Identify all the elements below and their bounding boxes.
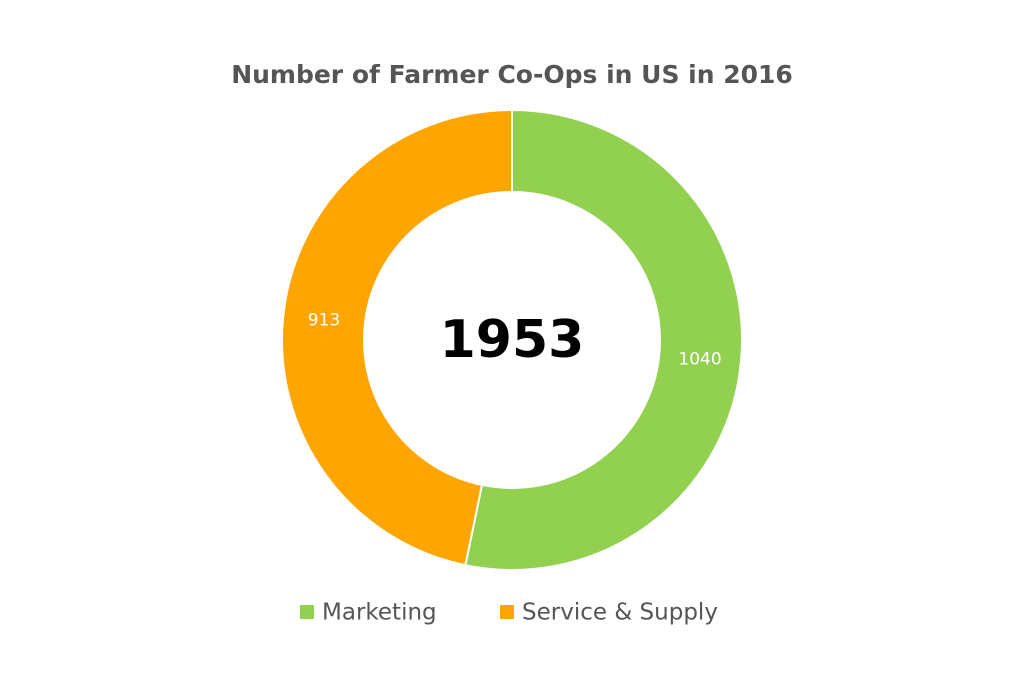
chart-title: Number of Farmer Co-Ops in US in 2016 (231, 60, 793, 89)
legend-label: Service & Supply (522, 600, 718, 626)
donut-slice (464, 108, 743, 571)
data-label: 1040 (678, 349, 721, 369)
data-label: 913 (308, 311, 340, 331)
legend-swatch (500, 605, 514, 619)
donut-slice (281, 108, 513, 567)
legend-swatch (300, 605, 314, 619)
legend-label: Marketing (322, 600, 437, 626)
center-total: 1953 (440, 310, 585, 370)
